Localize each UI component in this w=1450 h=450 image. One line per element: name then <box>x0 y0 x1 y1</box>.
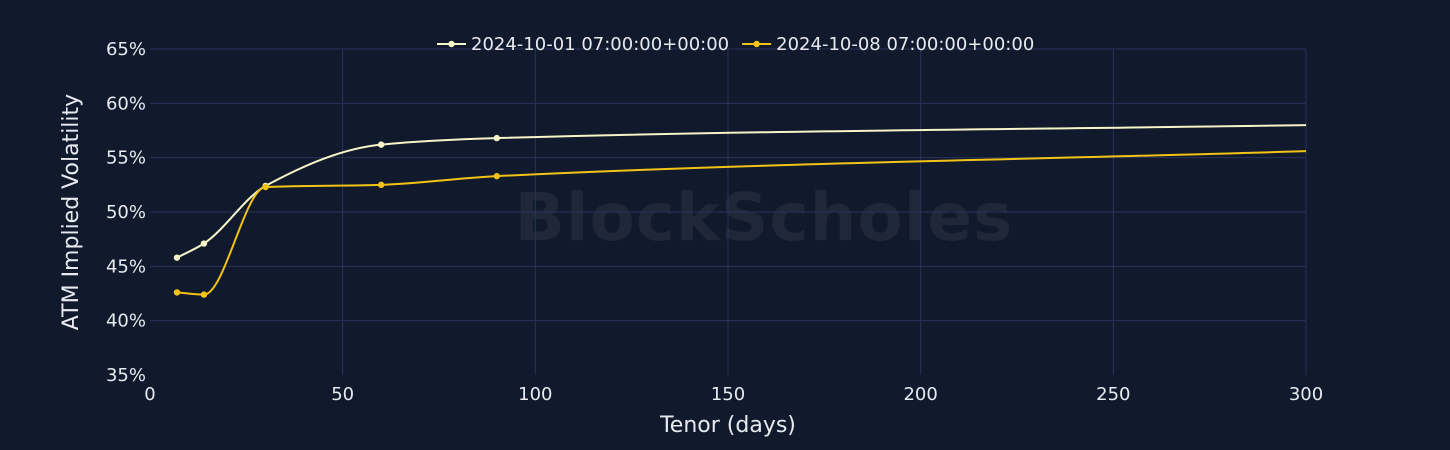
y-tick-label: 40% <box>106 311 146 332</box>
data-point <box>378 181 385 189</box>
legend-label: 2024-10-01 07:00:00+00:00 <box>471 34 729 55</box>
legend-item-2[interactable]: 2024-10-08 07:00:00+00:00 <box>742 34 1034 55</box>
watermark-logo: BlockScholes <box>515 179 1014 256</box>
x-tick-label: 150 <box>711 384 745 405</box>
y-tick-label: 50% <box>106 202 146 223</box>
data-point <box>493 172 500 180</box>
data-point <box>200 240 208 247</box>
data-point <box>173 254 181 261</box>
x-tick-label: 0 <box>144 384 155 405</box>
y-tick-label: 35% <box>106 365 146 386</box>
series-line-2 <box>176 150 1307 296</box>
data-point <box>173 289 181 296</box>
legend: 2024-10-01 07:00:00+00:00 2024-10-08 07:0… <box>437 34 1034 55</box>
x-tick-label: 50 <box>331 384 354 405</box>
series-markers <box>173 134 500 298</box>
data-point <box>262 183 269 191</box>
x-tick-label: 200 <box>903 384 937 405</box>
y-tick-label: 55% <box>106 148 146 169</box>
legend-label: 2024-10-08 07:00:00+00:00 <box>776 34 1034 55</box>
data-point <box>378 141 385 148</box>
legend-swatch-marker <box>753 40 760 48</box>
data-point <box>493 134 500 142</box>
legend-swatch-marker <box>448 40 455 48</box>
y-tick-label: 65% <box>106 39 146 60</box>
series-line-1 <box>176 124 1307 259</box>
y-axis-ticks: 35% 40% 45% 50% 55% 60% 65% <box>106 39 146 386</box>
x-tick-label: 300 <box>1289 384 1323 405</box>
y-tick-label: 60% <box>106 93 146 114</box>
series-lines <box>176 124 1307 296</box>
x-axis-title: Tenor (days) <box>659 413 796 438</box>
x-axis-ticks: 0 50 100 150 200 250 300 <box>144 384 1323 405</box>
data-point <box>200 291 208 298</box>
legend-item-1[interactable]: 2024-10-01 07:00:00+00:00 <box>437 34 729 55</box>
x-tick-label: 250 <box>1096 384 1130 405</box>
y-axis-title: ATM Implied Volatility <box>59 94 84 330</box>
y-tick-label: 45% <box>106 256 146 277</box>
grid <box>150 48 1307 375</box>
x-tick-label: 100 <box>518 384 552 405</box>
